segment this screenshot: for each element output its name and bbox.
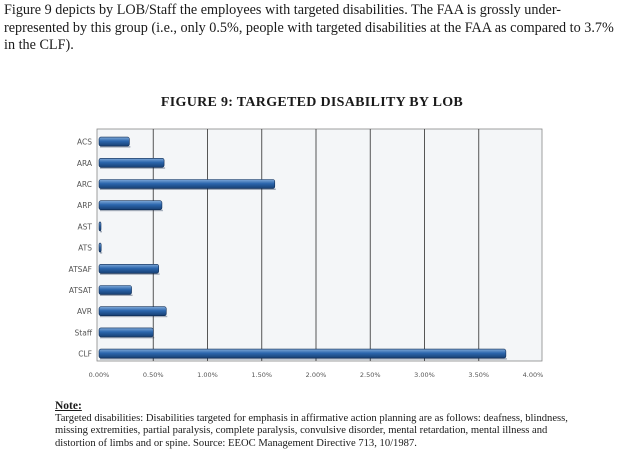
bar-staff bbox=[98, 327, 154, 338]
bar-shadow bbox=[100, 209, 163, 212]
x-tick-label: 4.00% bbox=[523, 371, 544, 379]
bar-shadow bbox=[100, 294, 133, 296]
bar-clf bbox=[98, 348, 507, 359]
y-tick-label: ACS bbox=[77, 138, 92, 147]
y-tick-label: ATSAT bbox=[69, 286, 93, 295]
x-tick-label: 1.00% bbox=[197, 371, 218, 379]
targeted-disability-bar-chart: ACSARAARCARPASTATSATSAFATSATAVRStaffCLF … bbox=[69, 128, 544, 379]
x-tick-label: 0.50% bbox=[143, 371, 164, 379]
bar-avr bbox=[98, 306, 167, 317]
y-tick-label: AST bbox=[78, 222, 93, 231]
x-tick-label: 3.00% bbox=[414, 371, 435, 379]
plot-area bbox=[96, 128, 543, 362]
y-tick-label: ARC bbox=[77, 180, 92, 189]
bar-ara bbox=[98, 158, 165, 168]
bar-shadow bbox=[100, 358, 507, 360]
note-text: Targeted disabilities: Disabilities targ… bbox=[55, 413, 568, 449]
bar-shadow bbox=[100, 273, 160, 275]
y-tick-label: ATS bbox=[78, 244, 92, 253]
figure-title: FIGURE 9: TARGETED DISABILITY BY LOB bbox=[160, 95, 464, 110]
bar-shadow bbox=[100, 336, 155, 339]
x-tick-label: 2.50% bbox=[360, 371, 381, 379]
bar-atsaf bbox=[98, 263, 159, 274]
bar-shadow bbox=[100, 230, 102, 233]
y-tick-label: CLF bbox=[78, 350, 92, 359]
bar-ats bbox=[98, 242, 102, 253]
bar-ast bbox=[98, 221, 102, 232]
bar-shadow bbox=[100, 167, 166, 169]
y-tick-label: AVR bbox=[77, 307, 92, 316]
x-tick-label: 0.00% bbox=[89, 371, 110, 379]
bar-atsat bbox=[98, 285, 132, 295]
y-tick-label: ATSAF bbox=[69, 265, 92, 274]
bar-shadow bbox=[100, 188, 276, 190]
bar-acs bbox=[98, 136, 130, 147]
bar-shadow bbox=[100, 252, 103, 254]
x-tick-label: 3.50% bbox=[468, 371, 489, 379]
note-heading: Note: bbox=[55, 400, 82, 412]
bar-shadow bbox=[100, 146, 131, 148]
bar-arc bbox=[98, 179, 276, 189]
bar-shadow bbox=[100, 315, 168, 318]
y-tick-label: ARP bbox=[77, 201, 92, 210]
y-tick-label: Staff bbox=[75, 328, 93, 337]
y-tick-label: ARA bbox=[77, 159, 93, 168]
bar-arp bbox=[98, 200, 163, 210]
intro-paragraph: Figure 9 depicts by LOB/Staff the employ… bbox=[4, 2, 614, 53]
x-tick-label: 1.50% bbox=[251, 371, 272, 379]
x-tick-label: 2.00% bbox=[306, 371, 327, 379]
